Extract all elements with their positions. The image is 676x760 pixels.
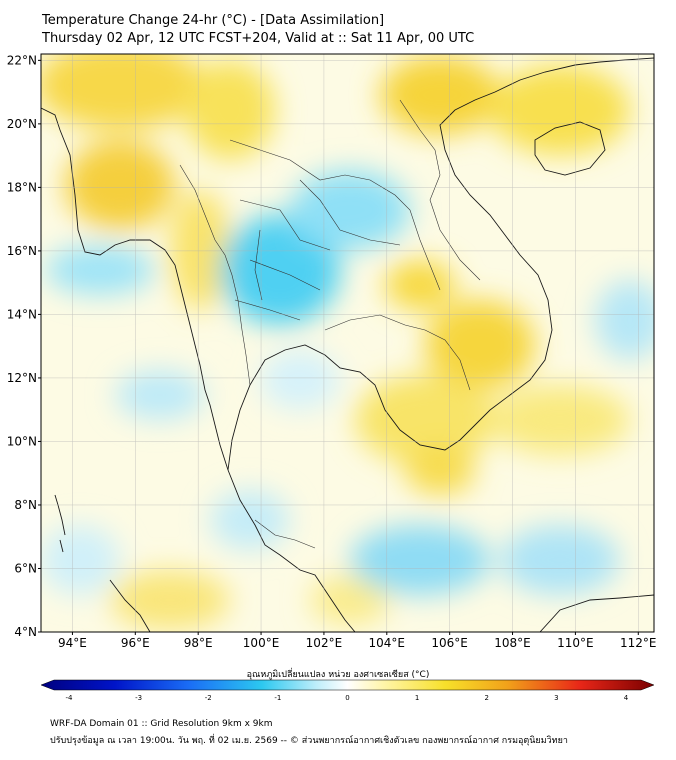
- admin-borders: [179, 99, 481, 549]
- coastline-myanmar-west: [41, 107, 229, 471]
- colorbar-tick-label: -1: [274, 694, 281, 702]
- colorbar-tick-label: -3: [135, 694, 142, 702]
- coastlines: [41, 57, 654, 632]
- footer-line-1: WRF-DA Domain 01 :: Grid Resolution 9km …: [50, 719, 273, 729]
- colorbar-tick-label: 0: [345, 694, 349, 702]
- lon-tick-label: 102°E: [306, 636, 343, 650]
- lat-tick-label: 20°N: [7, 117, 37, 131]
- temperature-field: [41, 54, 654, 632]
- lon-tick-label: 106°E: [431, 636, 468, 650]
- map-title: Temperature Change 24-hr (°C) - [Data As…: [42, 12, 474, 48]
- lon-tick-label: 98°E: [184, 636, 213, 650]
- lat-tick-label: 22°N: [7, 53, 37, 67]
- border-thai-myanmar: [179, 164, 251, 386]
- coastline-hainan: [534, 121, 606, 176]
- lon-tick-label: 112°E: [620, 636, 657, 650]
- lat-tick-label: 4°N: [14, 625, 37, 639]
- colorbar-tick-label: 4: [624, 694, 629, 702]
- lat-tick-label: 16°N: [7, 244, 37, 258]
- colorbar-tick-label: -2: [205, 694, 212, 702]
- coastline-east-peninsula: [227, 57, 654, 471]
- colorbar-ticks: -4 -3 -2 -1 0 1 2 3 4: [66, 694, 629, 702]
- lon-tick-label: 96°E: [121, 636, 150, 650]
- lon-tick-labels: 94°E 96°E 98°E 100°E 102°E 104°E 106°E 108°E 110…: [58, 632, 657, 650]
- lat-tick-label: 18°N: [7, 180, 37, 194]
- border-malaysia: [254, 519, 316, 549]
- lat-tick-label: 6°N: [14, 561, 37, 575]
- coastline-gulf-of-thailand: [227, 469, 356, 632]
- map-frame: [40, 53, 655, 633]
- coastline-borneo: [539, 594, 654, 632]
- footer-line-2: ปรับปรุงข้อมูล ณ เวลา 19:00น. วัน พฤ. ที…: [50, 736, 568, 746]
- title-line-2: Thursday 02 Apr, 12 UTC FCST+204, Valid …: [42, 31, 475, 46]
- colorbar-tick-label: 1: [415, 694, 419, 702]
- coastline-andaman: [54, 494, 66, 553]
- lat-tick-label: 10°N: [7, 434, 37, 448]
- lat-tick-label: 12°N: [7, 371, 37, 385]
- lon-tick-label: 94°E: [58, 636, 87, 650]
- coastline-sumatra: [109, 579, 151, 632]
- border-cambodia: [324, 314, 471, 391]
- colorbar-bar: [40, 679, 655, 691]
- lat-tick-label: 14°N: [7, 307, 37, 321]
- lon-tick-label: 104°E: [369, 636, 406, 650]
- border-laos: [229, 139, 441, 291]
- province-lines-thai: [234, 179, 401, 321]
- colorbar: -4 -3 -2 -1 0 1 2 3 4: [40, 679, 655, 702]
- colorbar-tick-label: 3: [554, 694, 558, 702]
- lat-tick-labels: 22°N 20°N 18°N 16°N 14°N 12°N 10°N 8°N 6°N 4°N: [7, 53, 41, 639]
- lon-tick-label: 108°E: [494, 636, 531, 650]
- colorbar-tick-label: -4: [66, 694, 74, 702]
- lon-tick-label: 110°E: [557, 636, 594, 650]
- lat-tick-label: 8°N: [14, 498, 37, 512]
- title-line-1: Temperature Change 24-hr (°C) - [Data As…: [42, 13, 385, 28]
- colorbar-label: อุณหภูมิเปลี่ยนแปลง หน่วย องศาเซลเซียส (…: [246, 670, 430, 680]
- colorbar-tick-label: 2: [485, 694, 489, 702]
- lon-tick-label: 100°E: [243, 636, 280, 650]
